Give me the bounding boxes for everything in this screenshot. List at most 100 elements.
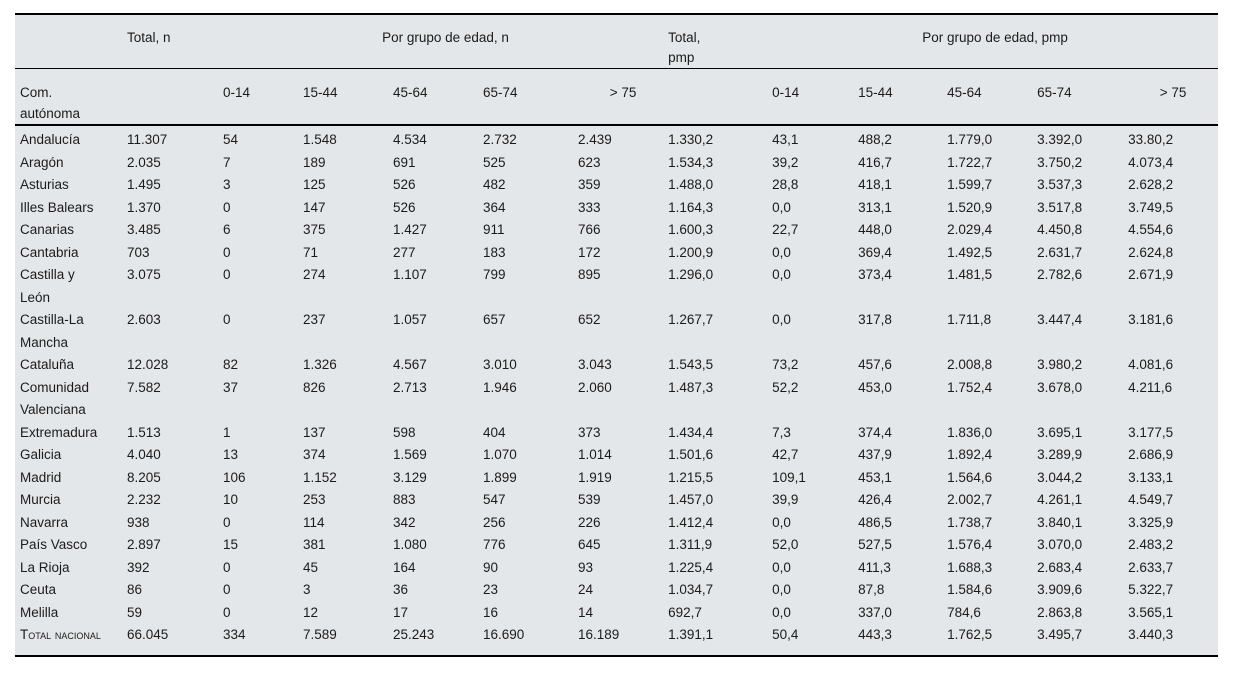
table-cell: 3.044,2: [1037, 469, 1083, 485]
table-cell: 114: [303, 514, 325, 530]
table-cell: 416,7: [858, 154, 892, 170]
table-cell: 42,7: [772, 447, 799, 462]
table-row: Aragón 2.035 7 189 691 525 623 1.534,3 39,2 416,7…: [15, 152, 1218, 175]
table-cell: 2.029,4: [947, 222, 993, 237]
row-label: Cantabria: [20, 244, 79, 260]
table-cell: 277: [393, 244, 416, 260]
row-label: Aragón: [20, 154, 64, 170]
table-cell: 1.711,8: [947, 312, 992, 327]
group-header-age-n: Por grupo de edad, n: [223, 14, 669, 69]
table-cell: 125: [303, 177, 326, 192]
table-cell: 2.008,8: [947, 357, 993, 372]
table-cell: 1.779,0: [947, 132, 993, 147]
table-row: País Vasco 2.897 15 381 1.080 776 645 1.311,9 52…: [15, 534, 1218, 557]
row-label: Melilla: [20, 604, 59, 620]
column-header-45-64-pmp: 45-64: [947, 68, 1038, 126]
row-label: Andalucía: [20, 132, 81, 147]
table-cell: 2.603: [127, 312, 161, 327]
table-cell: 526: [393, 199, 416, 215]
table-cell: 392: [127, 559, 150, 575]
table-cell: 226: [578, 514, 601, 530]
table-row: Comunidad Valenciana 7.582 37 826 2.713 1.946…: [15, 377, 1218, 422]
table-cell: 90: [483, 559, 499, 575]
table-cell: 2.732: [483, 132, 517, 147]
table-cell: 0,0: [772, 312, 791, 327]
table-cell: 1.600,3: [668, 222, 714, 237]
table-row: Illes Balears 1.370 0 147 526 364 333 1.164,3 0,…: [15, 197, 1218, 220]
table-cell: 93: [578, 559, 594, 575]
table-cell: 3.440,3: [1128, 627, 1174, 642]
table-cell: 3.678,0: [1037, 379, 1083, 395]
row-label: Illes Balears: [20, 199, 94, 215]
row-label: Ceuta: [20, 582, 57, 597]
table-cell: 488,2: [858, 132, 892, 147]
table-cell: 1.457,0: [668, 492, 714, 507]
table-cell: 784,6: [947, 604, 981, 620]
table-cell: 3.392,0: [1037, 132, 1083, 147]
table-cell: 692,7: [668, 604, 702, 620]
table-cell: 52,0: [772, 537, 799, 552]
table-cell: 37: [223, 379, 239, 395]
table-cell: 24: [578, 582, 594, 597]
table-cell: 5.322,7: [1128, 582, 1174, 597]
column-header-15-44-n: 15-44: [303, 68, 393, 126]
table-cell: 1.330,2: [668, 132, 714, 147]
table-row: La Rioja 392 0 45 164 90 93 1.225,4 0,0 411,3 1.68…: [15, 557, 1218, 580]
table-cell: 2.671,9: [1128, 267, 1174, 282]
table-cell: 0,0: [772, 244, 791, 260]
column-header-comunidad: Com. autónoma: [15, 68, 127, 126]
table-cell: 1.488,0: [668, 177, 714, 192]
table-cell: 2.631,7: [1037, 244, 1083, 260]
table-cell: 1.899: [483, 469, 517, 485]
table-cell: 0: [223, 514, 231, 530]
table-cell: 486,5: [858, 514, 892, 530]
table-cell: 3.181,6: [1128, 312, 1174, 327]
table-row: Asturias 1.495 3 125 526 482 359 1.488,0 28,8 418…: [15, 174, 1218, 197]
table-cell: 1.215,5: [668, 469, 714, 485]
table-row: Ceuta 86 0 3 36 23 24 1.034,7 0,0 87,8 1.584,6 3.90…: [15, 579, 1218, 602]
table-cell: 11.307: [127, 132, 168, 147]
table-cell: 54: [223, 132, 239, 147]
table-cell: 3.485: [127, 222, 161, 237]
table-cell: 4.261,1: [1037, 492, 1083, 507]
table-cell: 776: [483, 537, 506, 552]
column-header-75-pmp: > 75: [1128, 68, 1219, 126]
column-header-blank-n: [127, 68, 223, 126]
column-header-blank-pmp: [668, 68, 773, 126]
table-cell: 317,8: [858, 312, 892, 327]
table-cell: 39,2: [772, 154, 799, 170]
table-cell: 657: [483, 312, 506, 327]
table-cell: 87,8: [858, 582, 885, 597]
row-label: Cataluña: [20, 357, 75, 372]
table-cell: 237: [303, 312, 326, 327]
row-label: La Rioja: [20, 559, 70, 575]
table-cell: 374,4: [858, 424, 892, 440]
table-cell: 1.427: [393, 222, 427, 237]
table-row: Navarra 938 0 114 342 256 226 1.412,4 0,0 486,5 1.…: [15, 512, 1218, 535]
row-label: Asturias: [20, 177, 69, 192]
table-cell: 2.897: [127, 537, 161, 552]
column-header-45-64-n: 45-64: [393, 68, 483, 126]
group-header-row: Total, n Por grupo de edad, n Total, pmp…: [15, 14, 1219, 69]
table-row: Extremadura 1.513 1 137 598 404 373 1.434,4 7,3 3…: [15, 422, 1218, 445]
table-cell: 0,0: [772, 514, 791, 530]
table-cell: 1.164,3: [668, 199, 714, 215]
table-cell: 453,1: [858, 469, 892, 485]
table-cell: 1.599,7: [947, 177, 993, 192]
table-cell: 86: [127, 582, 143, 597]
table-cell: 547: [483, 492, 506, 507]
table-cell: 457,6: [858, 357, 892, 372]
table-row: Murcia 2.232 10 253 883 547 539 1.457,0 39,9 426,…: [15, 489, 1218, 512]
table-cell: 22,7: [772, 222, 799, 237]
table-cell: 482: [483, 177, 506, 192]
row-label: Navarra: [20, 514, 69, 530]
table-cell: 1.564,6: [947, 469, 993, 485]
table-cell: 1.326: [303, 357, 337, 372]
table-cell: 374: [303, 447, 326, 462]
table-cell: 1.919: [578, 469, 612, 485]
table-cell: 0: [223, 199, 231, 215]
table-cell: 1.481,5: [947, 267, 993, 282]
table-cell: 799: [483, 267, 506, 282]
table-cell: 0: [223, 312, 231, 327]
table-cell: 1.487,3: [668, 379, 714, 395]
